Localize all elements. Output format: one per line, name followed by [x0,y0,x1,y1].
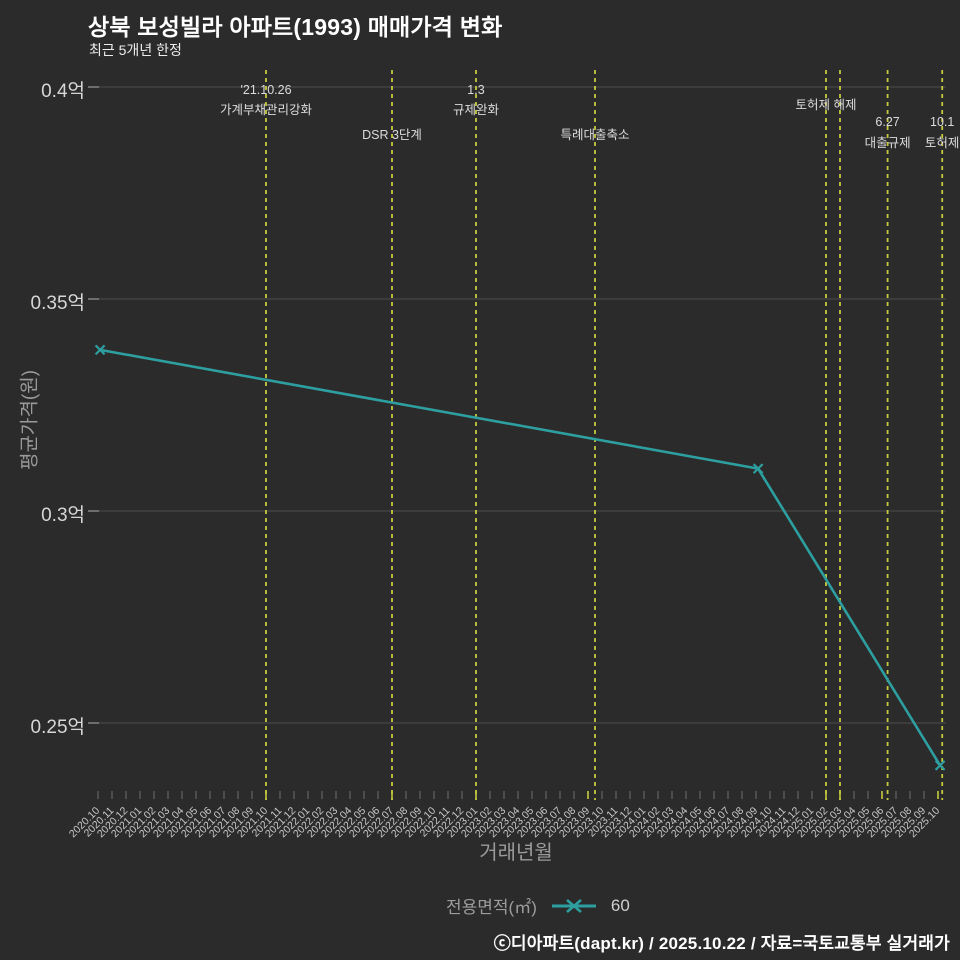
legend-series-label: 60 [610,895,630,915]
y-axis-title: 평균가격(원) [19,369,41,471]
legend-group-label: 전용면적(㎡) [446,898,537,917]
data-point-marker[interactable] [752,463,764,474]
x-axis-title: 거래년월 [479,842,553,864]
series-line[interactable] [98,348,942,767]
data-point-marker[interactable] [934,760,946,771]
page-title: 상북 보성빌라 아파트(1993) 매매가격 변화 [88,14,503,40]
legend-line-x-marker-icon [551,898,596,913]
page-subtitle: 최근 5개년 한정 [89,42,182,58]
data-point-marker[interactable] [94,344,106,356]
footer-credit: ⓒ디아파트(dapt.kr) / 2025.10.22 / 자료=국토교통부 실… [493,934,950,953]
legend[interactable]: 전용면적(㎡) 60 [446,893,630,918]
